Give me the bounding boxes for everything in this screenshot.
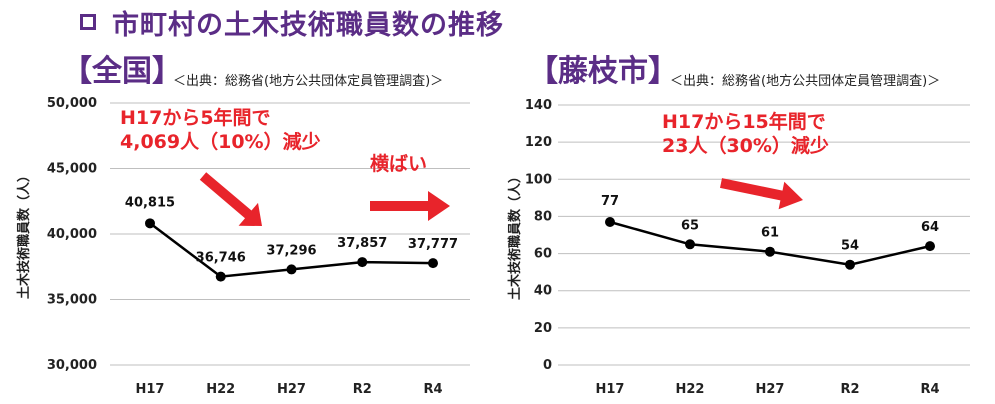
line-chart-fujieda: 0 20 40 60 80 100 120 140 H17 H22 H27 R2 R4 77 65 61 54 6… <box>507 98 970 397</box>
annotation-line: H17から5年間で <box>120 107 271 129</box>
region-label-fujieda: 【藤枝市】 <box>528 54 678 89</box>
data-label: 37,857 <box>337 236 387 251</box>
y-tick-label: 45,000 <box>47 162 97 177</box>
y-tick-label: 60 <box>534 247 552 262</box>
annotation-flat: 横ばい <box>370 153 428 175</box>
annotation-line: 4,069人（10%）減少 <box>120 131 321 153</box>
data-label: 77 <box>601 194 619 209</box>
x-tick-label: H17 <box>136 382 165 397</box>
title-square-icon <box>80 14 96 30</box>
annotation-line: H17から15年間で <box>662 111 826 133</box>
y-tick-label: 40 <box>534 284 552 299</box>
y-axis-title: 土木技術職員数（人） <box>507 170 523 300</box>
source-note-fujieda: ＜出典：総務省(地方公共団体定員管理調査)＞ <box>670 74 941 89</box>
arrow-flat-icon <box>370 191 450 221</box>
y-tick-label: 50,000 <box>47 96 97 111</box>
source-note-national: ＜出典：総務省(地方公共団体定員管理調査)＞ <box>173 74 444 89</box>
y-tick-label: 80 <box>534 209 552 224</box>
x-tick-label: H22 <box>676 382 705 397</box>
annotation-fujieda: H17から15年間で 23人（30%）減少 <box>662 110 829 158</box>
x-tick-label: R2 <box>840 382 859 397</box>
data-label: 54 <box>841 239 859 254</box>
x-tick-label: R4 <box>920 382 939 397</box>
y-tick-label: 0 <box>543 358 552 373</box>
data-label: 64 <box>921 220 939 235</box>
x-tick-label: R4 <box>423 382 442 397</box>
arrow-decrease-icon <box>199 172 262 226</box>
y-tick-label: 40,000 <box>47 227 97 242</box>
data-point <box>685 239 695 250</box>
data-point <box>145 218 155 229</box>
y-tick-label: 140 <box>525 98 552 113</box>
y-tick-label: 20 <box>534 321 552 336</box>
x-tick-label: H17 <box>596 382 625 397</box>
data-label: 65 <box>681 218 699 233</box>
data-point <box>925 241 935 252</box>
x-tick-label: H27 <box>277 382 306 397</box>
data-point <box>765 246 775 257</box>
y-tick-label: 30,000 <box>47 358 97 373</box>
region-label-national: 【全国】 <box>62 54 182 89</box>
x-tick-label: H22 <box>206 382 235 397</box>
data-point <box>845 259 855 270</box>
y-tick-label: 120 <box>525 135 552 150</box>
data-label: 37,296 <box>266 243 316 258</box>
y-tick-label: 100 <box>525 172 552 187</box>
y-tick-label: 35,000 <box>47 293 97 308</box>
annotation-national: H17から5年間で 4,069人（10%）減少 <box>120 106 321 154</box>
data-point <box>286 264 297 275</box>
line-chart-national: 30,000 35,000 40,000 45,000 50,000 H17 H22 H27 R… <box>16 96 470 397</box>
data-label: 61 <box>761 226 779 241</box>
data-label: 40,815 <box>125 195 175 210</box>
chart-panel-national: 【全国】 ＜出典：総務省(地方公共団体定員管理調査)＞ 30,000 35,000… <box>0 40 490 404</box>
y-axis-title: 土木技術職員数（人） <box>16 169 32 299</box>
data-point <box>357 257 368 268</box>
x-tick-label: H27 <box>756 382 785 397</box>
chart-panel-fujieda: 【藤枝市】 ＜出典：総務省(地方公共団体定員管理調査)＞ 0 20 40 60 80 10… <box>500 40 995 404</box>
data-label: 37,777 <box>408 237 458 252</box>
data-point <box>605 217 615 227</box>
data-point <box>215 271 226 282</box>
arrow-decrease-icon <box>720 178 803 210</box>
data-point <box>428 258 438 269</box>
page-title: 市町村の土木技術職員数の推移 <box>112 9 504 41</box>
page-title-row: 市町村の土木技術職員数の推移 <box>80 2 504 42</box>
data-label: 36,746 <box>196 251 246 266</box>
annotation-line: 23人（30%）減少 <box>662 135 829 157</box>
x-tick-label: R2 <box>353 382 372 397</box>
